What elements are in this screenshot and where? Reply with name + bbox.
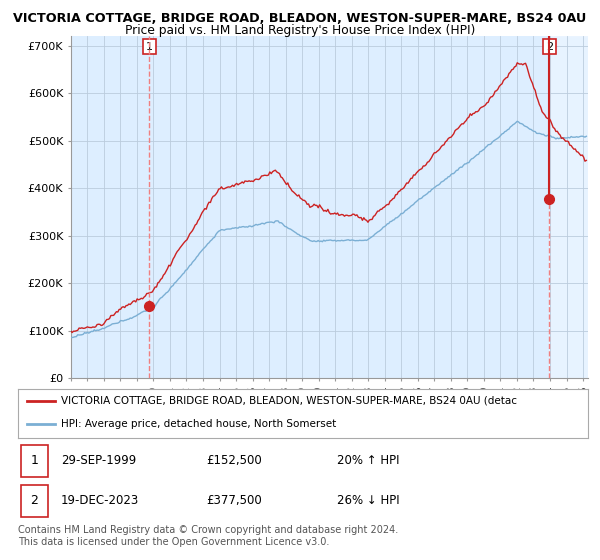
Text: £152,500: £152,500	[206, 454, 262, 468]
Text: VICTORIA COTTAGE, BRIDGE ROAD, BLEADON, WESTON-SUPER-MARE, BS24 0AU (detac: VICTORIA COTTAGE, BRIDGE ROAD, BLEADON, …	[61, 396, 517, 406]
Text: 2: 2	[31, 494, 38, 507]
Bar	[21, 484, 48, 517]
Text: 19-DEC-2023: 19-DEC-2023	[61, 494, 139, 507]
Text: 2: 2	[546, 41, 553, 52]
Text: 1: 1	[146, 41, 153, 52]
Text: 29-SEP-1999: 29-SEP-1999	[61, 454, 136, 468]
Text: Contains HM Land Registry data © Crown copyright and database right 2024.
This d: Contains HM Land Registry data © Crown c…	[18, 525, 398, 547]
Text: £377,500: £377,500	[206, 494, 262, 507]
Text: HPI: Average price, detached house, North Somerset: HPI: Average price, detached house, Nort…	[61, 419, 336, 429]
Bar	[550, 36, 588, 378]
Bar	[21, 445, 48, 477]
Text: VICTORIA COTTAGE, BRIDGE ROAD, BLEADON, WESTON-SUPER-MARE, BS24 0AU: VICTORIA COTTAGE, BRIDGE ROAD, BLEADON, …	[13, 12, 587, 25]
Text: Price paid vs. HM Land Registry's House Price Index (HPI): Price paid vs. HM Land Registry's House …	[125, 24, 475, 37]
Text: 20% ↑ HPI: 20% ↑ HPI	[337, 454, 400, 468]
Text: 26% ↓ HPI: 26% ↓ HPI	[337, 494, 400, 507]
Text: 1: 1	[31, 454, 38, 468]
